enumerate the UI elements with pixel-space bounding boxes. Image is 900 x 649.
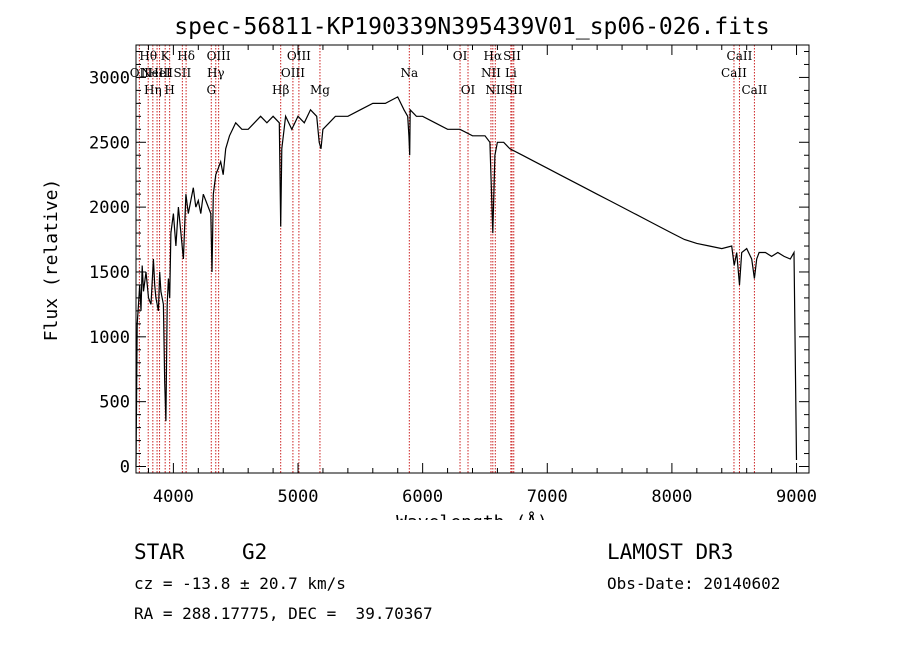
redshift: cz = -13.8 ± 20.7 km/s — [134, 574, 346, 593]
line-label: Na — [400, 66, 418, 80]
line-label: OI — [461, 83, 476, 97]
line-label: NeIII — [141, 66, 173, 80]
survey-name: LAMOST DR3 — [607, 540, 734, 564]
line-label: CaII — [721, 66, 747, 80]
spectrum-line — [135, 96, 798, 467]
line-label: Li — [505, 66, 517, 80]
line-label: OIII — [207, 49, 231, 63]
y-axis: 0 500 1000 1500 2000 2500 3000 — [89, 50, 809, 478]
line-label: HeI — [148, 66, 171, 80]
line-label: Hα — [484, 49, 503, 63]
plot-frame — [135, 44, 810, 474]
line-markers — [138, 45, 755, 473]
x-axis-label: Wavelength (Å) — [396, 511, 548, 520]
line-label: Hγ — [207, 66, 225, 80]
y-tick-label: 1500 — [89, 263, 130, 283]
x-tick-label: 9000 — [776, 487, 817, 507]
subclass: G2 — [242, 540, 268, 564]
line-label: CaII — [727, 49, 753, 63]
line-label: K — [161, 49, 171, 63]
y-tick-label: 3000 — [89, 68, 130, 88]
line-label: OIII — [287, 49, 311, 63]
obs-date: Obs-Date: 20140602 — [607, 574, 781, 593]
y-tick-label: 2500 — [89, 133, 130, 153]
line-label: Hδ — [177, 49, 195, 63]
line-label: NII — [481, 66, 501, 80]
line-label: H — [164, 83, 174, 97]
line-label: CaII — [741, 83, 767, 97]
x-tick-label: 6000 — [402, 487, 443, 507]
x-axis: 4000 5000 6000 7000 8000 9000 — [147, 45, 817, 507]
line-label: NII — [485, 83, 505, 97]
line-label: OI — [453, 49, 468, 63]
x-tick-label: 7000 — [527, 487, 568, 507]
y-tick-label: 0 — [120, 458, 130, 478]
y-axis-label: Flux (relative) — [41, 179, 62, 342]
y-tick-label: 500 — [99, 393, 130, 413]
line-label: Hη — [144, 83, 162, 97]
line-label: Hθ — [139, 49, 157, 63]
line-label: Hβ — [272, 83, 289, 97]
object-class: STAR — [134, 540, 185, 564]
coordinates: RA = 288.17775, DEC = 39.70367 — [134, 604, 433, 623]
x-tick-label: 4000 — [153, 487, 194, 507]
line-label: OII — [130, 66, 150, 80]
line-label: G — [206, 83, 216, 97]
y-tick-label: 1000 — [89, 328, 130, 348]
x-tick-label: 8000 — [651, 487, 692, 507]
line-label: Mg — [310, 83, 330, 97]
line-label: SII — [174, 66, 192, 80]
line-label: OIII — [281, 66, 305, 80]
line-labels: OIIHθHηNeIIIHeIKHSIIHδGHγOIIIHβOIIIOIIIM… — [130, 49, 768, 97]
spectrum-chart: spec-56811-KP190339N395439V01_sp06-026.f… — [41, 14, 817, 520]
chart-title: spec-56811-KP190339N395439V01_sp06-026.f… — [174, 14, 769, 40]
x-tick-label: 5000 — [278, 487, 319, 507]
line-label: SII — [505, 83, 523, 97]
line-label: SII — [503, 49, 521, 63]
y-tick-label: 2000 — [89, 198, 130, 218]
